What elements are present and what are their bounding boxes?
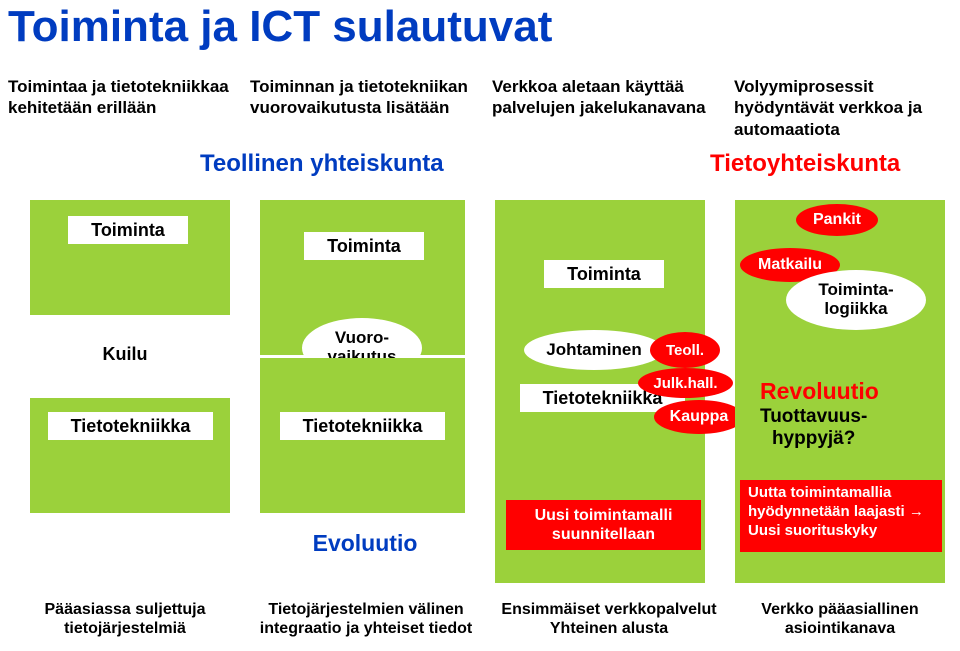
col3-johtaminen: Johtaminen [524,330,664,370]
page-title: Toiminta ja ICT sulautuvat [8,2,552,52]
col1-tietotekniikka: Tietotekniikka [48,412,213,440]
col2-evoluutio: Evoluutio [300,530,430,557]
bottom-2: Tietojärjestelmien välinen integraatio j… [246,600,486,638]
bottom-3: Ensimmäiset verkkopalvelut Yhteinen alus… [494,600,724,638]
heading-teollinen: Teollinen yhteiskunta [200,150,444,178]
col4-uutta: Uutta toimintamallia hyödynnetään laajas… [740,480,942,552]
col3-julkhall: Julk.hall. [638,368,733,398]
col3-toiminta: Toiminta [544,260,664,288]
col1-toiminta: Toiminta [68,216,188,244]
col2-tietotekniikka: Tietotekniikka [280,412,445,440]
bottom-4: Verkko pääasiallinen asiointikanava [740,600,940,638]
col3-teoll: Teoll. [650,332,720,368]
heading-tietoyhteiskunta: Tietoyhteiskunta [710,150,900,178]
col1-kuilu: Kuilu [70,332,180,376]
bottom-1: Pääasiassa suljettuja tietojärjestelmiä [20,600,230,638]
topdesc-1: Toimintaa ja tietotekniikkaa kehitetään … [8,76,240,119]
col2-toiminta: Toiminta [304,232,424,260]
col3-kauppa: Kauppa [654,400,744,434]
col4-revoluutio: Revoluutio [760,378,879,405]
topdesc-4: Volyymiprosessit hyödyntävät verkkoa ja … [734,76,956,140]
col4-tuottavuus: Tuottavuus- hyppyjä? [760,406,867,450]
topdesc-2: Toiminnan ja tietotekniikan vuorovaikutu… [250,76,482,119]
col3-uusi: Uusi toimintamalli suunnitellaan [506,500,701,550]
col4-pankit: Pankit [796,204,878,236]
col4-toimintalogiikka: Toiminta- logiikka [786,270,926,330]
topdesc-3: Verkkoa aletaan käyttää palvelujen jakel… [492,76,724,119]
